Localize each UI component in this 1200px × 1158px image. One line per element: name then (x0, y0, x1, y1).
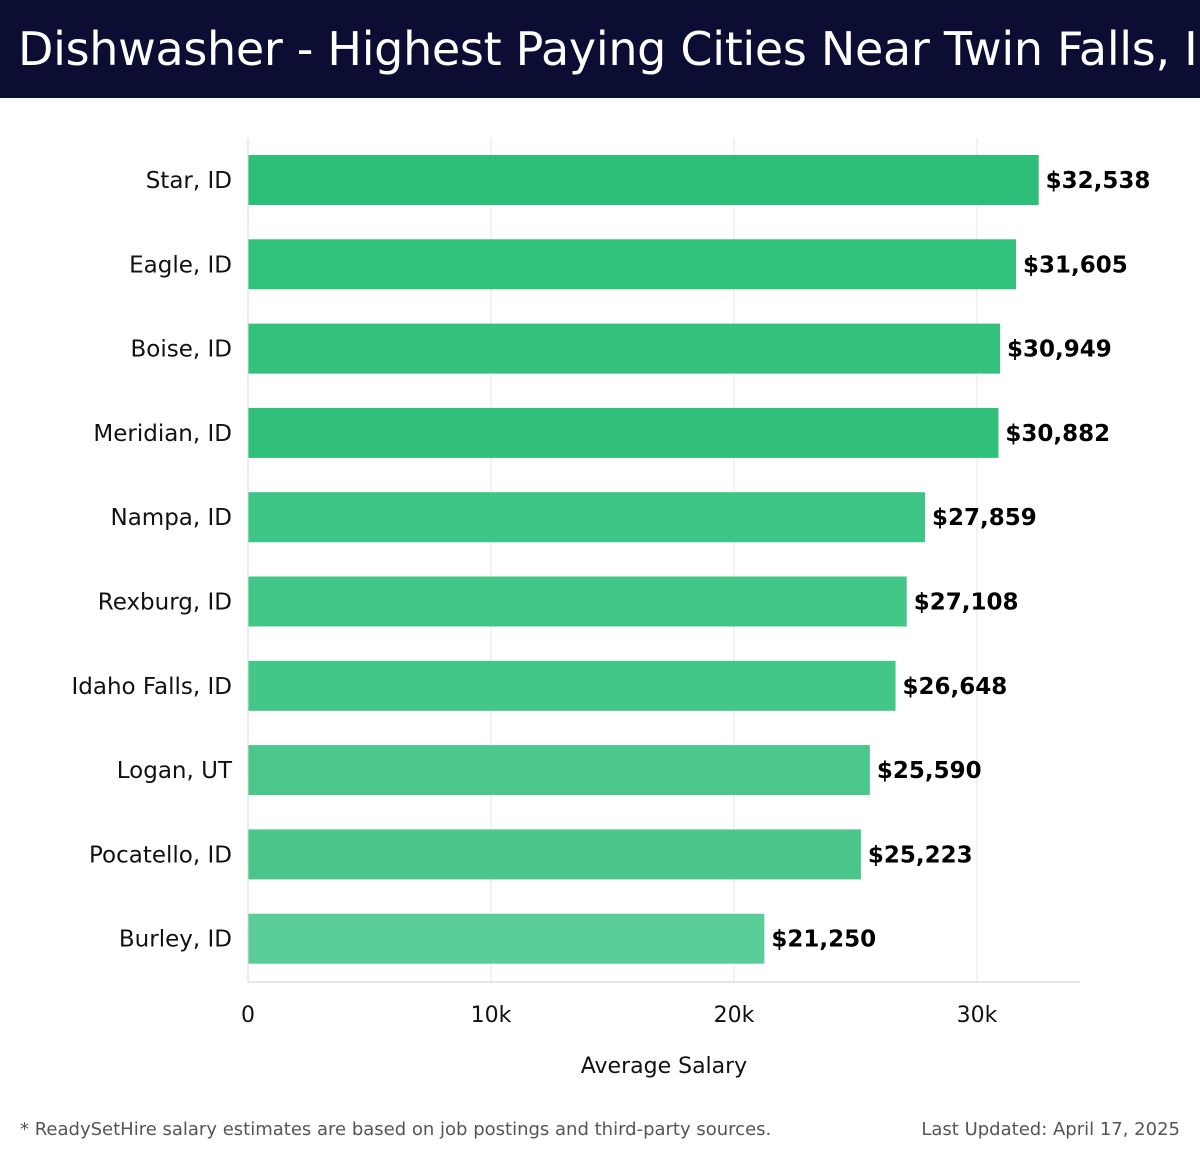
bar[interactable] (248, 913, 765, 964)
bars: Star, ID $32,538 Eagle, ID $31,605 Boise, ID… (71, 155, 1150, 964)
footnote: * ReadySetHire salary estimates are base… (20, 1119, 772, 1140)
tick-label: 30k (957, 1003, 998, 1028)
tick-label: 20k (714, 1003, 755, 1028)
chart-header: Dishwasher - Highest Paying Cities Near … (0, 0, 1200, 98)
tick-label: 10k (471, 1003, 512, 1028)
value-label: $30,882 (1005, 421, 1110, 447)
bar[interactable] (248, 323, 1001, 374)
category-label: Logan, UT (117, 758, 233, 784)
value-label: $30,949 (1007, 337, 1112, 363)
category-label: Eagle, ID (129, 252, 232, 278)
category-label: Burley, ID (119, 927, 232, 953)
category-label: Rexburg, ID (98, 590, 232, 616)
value-label: $21,250 (771, 927, 876, 953)
bar[interactable] (248, 155, 1039, 205)
category-label: Pocatello, ID (89, 842, 232, 868)
value-label: $26,648 (903, 674, 1008, 700)
value-label: $32,538 (1046, 168, 1151, 194)
value-label: $25,590 (877, 758, 982, 784)
value-label: $31,605 (1023, 252, 1128, 278)
last-updated: Last Updated: April 17, 2025 (921, 1119, 1180, 1140)
bar[interactable] (248, 660, 896, 711)
bar[interactable] (248, 745, 870, 796)
category-label: Boise, ID (131, 337, 233, 363)
value-label: $27,108 (914, 590, 1019, 616)
category-label: Idaho Falls, ID (71, 674, 232, 700)
chart-title: Dishwasher - Highest Paying Cities Near … (18, 22, 1200, 76)
category-label: Meridian, ID (93, 421, 232, 447)
value-label: $27,859 (932, 505, 1037, 531)
value-label: $25,223 (868, 842, 973, 868)
x-axis: 0 10k 20k 30k Average Salary (241, 138, 1080, 1079)
category-label: Nampa, ID (110, 505, 232, 531)
category-label: Star, ID (146, 168, 232, 194)
x-axis-title: Average Salary (581, 1054, 747, 1079)
bar-chart: Star, ID $32,538 Eagle, ID $31,605 Boise, ID… (71, 138, 1150, 1079)
bar[interactable] (248, 407, 999, 458)
bar[interactable] (248, 576, 907, 627)
bar[interactable] (248, 239, 1017, 290)
bar[interactable] (248, 829, 861, 880)
bar[interactable] (248, 492, 925, 543)
tick-label: 0 (241, 1003, 255, 1028)
